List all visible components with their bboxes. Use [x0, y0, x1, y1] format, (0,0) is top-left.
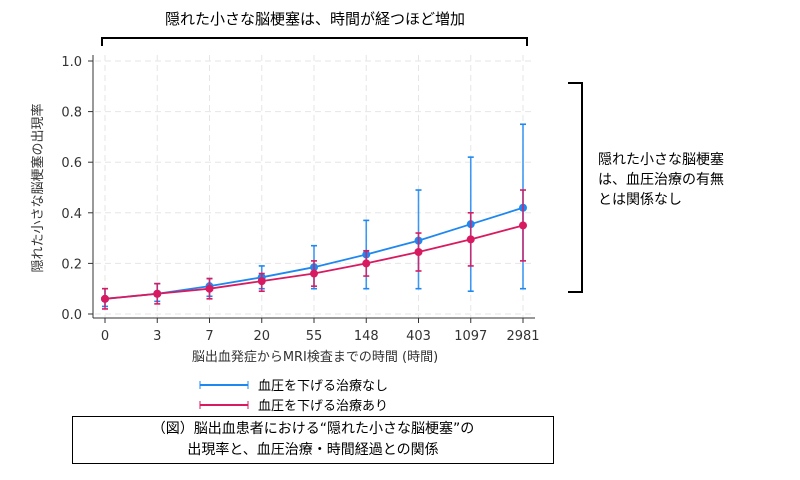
data-point — [153, 289, 162, 298]
x-tick-label: 1097 — [454, 329, 487, 344]
data-point — [414, 248, 423, 257]
figure-caption: （図）脳出血患者における“隠れた小さな脳梗塞”の 出現率と、血圧治療・時間経過と… — [72, 416, 554, 464]
caption-line: 出現率と、血圧治療・時間経過との関係 — [187, 442, 439, 458]
y-tick-label: 0.2 — [61, 257, 82, 272]
data-point — [205, 284, 214, 293]
y-tick-label: 0.6 — [61, 156, 82, 171]
x-tick-label: 148 — [354, 329, 379, 344]
right-annotation-line: 隠れた小さな脳梗塞 — [598, 152, 724, 168]
x-tick-label: 55 — [306, 329, 323, 344]
data-point — [466, 235, 475, 244]
data-point — [310, 269, 318, 278]
x-tick-label: 0 — [101, 329, 109, 344]
y-tick-label: 0.8 — [61, 106, 82, 121]
right-bracket — [568, 82, 583, 293]
top-bracket — [101, 37, 528, 46]
y-tick-label: 1.0 — [61, 55, 82, 70]
caption-line: （図）脳出血患者における“隠れた小さな脳梗塞”の — [151, 421, 475, 437]
x-tick-label: 3 — [153, 329, 161, 344]
y-tick-label: 0.4 — [61, 207, 82, 222]
data-point — [519, 221, 527, 230]
x-tick-label: 2981 — [506, 329, 539, 344]
data-point — [257, 277, 266, 286]
right-annotation-line: とは関係なし — [598, 192, 682, 208]
x-tick-label: 403 — [406, 329, 431, 344]
right-annotation: 隠れた小さな脳梗塞 は、血圧治療の有無 とは関係なし — [598, 150, 724, 210]
data-point — [362, 259, 371, 268]
legend: 血圧を下げる治療なし 血圧を下げる治療あり — [199, 379, 388, 414]
legend-label-no-treatment: 血圧を下げる治療なし — [258, 379, 388, 394]
data-point — [101, 294, 109, 303]
x-axis-label: 脳出血発症からMRI検査までの時間 (時間) — [192, 350, 438, 365]
top-annotation: 隠れた小さな脳梗塞は、時間が経つほど増加 — [164, 10, 465, 28]
x-tick-label: 7 — [205, 329, 213, 344]
x-tick-label: 20 — [253, 329, 270, 344]
legend-label-treatment: 血圧を下げる治療あり — [258, 399, 388, 414]
y-tick-label: 0.0 — [61, 308, 82, 323]
right-annotation-line: は、血圧治療の有無 — [598, 172, 724, 188]
y-axis-label: 隠れた小さな脳梗塞の出現率 — [30, 103, 46, 272]
